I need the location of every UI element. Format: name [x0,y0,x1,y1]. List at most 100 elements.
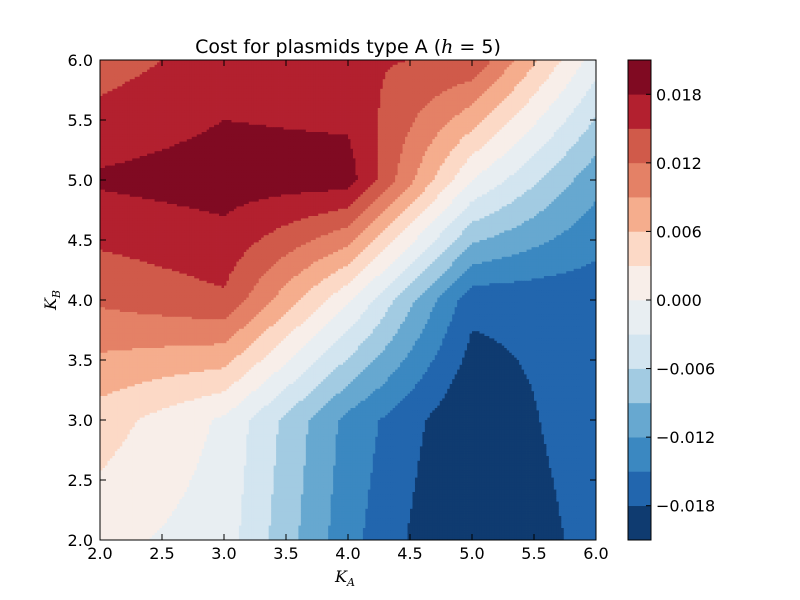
contour-cell [551,74,554,77]
contour-cell [365,72,368,75]
contour-cell [581,65,584,68]
contour-cell [256,86,259,89]
contour-cell [122,67,125,70]
contour-cell [147,79,150,82]
contour-cell [556,67,559,70]
contour-cell [234,89,237,92]
contour-cell [192,82,195,85]
contour-cell [308,84,311,87]
contour-cell [160,72,163,75]
contour-cell [251,82,254,85]
contour-cell [194,89,197,92]
contour-cell [145,86,148,89]
contour-cell [536,91,539,94]
contour-cell [455,67,458,70]
contour-cell [288,79,291,82]
contour-cell [301,74,304,77]
contour-cell [435,72,438,75]
contour-cell [296,77,299,80]
contour-cell [556,91,559,94]
contour-cell [579,84,582,87]
contour-cell [331,62,334,65]
contour-cell [251,62,254,65]
contour-cell [499,79,502,82]
contour-cell [527,65,530,68]
contour-cell [417,89,420,92]
contour-cell [499,62,502,65]
contour-cell [179,82,182,85]
contour-cell [554,77,557,80]
contour-cell [214,86,217,89]
contour-cell [140,82,143,85]
contour-cell [445,86,448,89]
contour-cell [127,82,130,85]
contour-cell [120,84,123,87]
contour-cell [445,84,448,87]
contour-cell [373,91,376,94]
contour-cell [422,74,425,77]
contour-cell [489,79,492,82]
contour-cell [452,77,455,80]
contour-cell [427,72,430,75]
contour-cell [517,74,520,77]
contour-cell [202,79,205,82]
contour-cell [239,62,242,65]
contour-cell [259,74,262,77]
contour-cell [137,91,140,94]
contour-cell [589,77,592,80]
contour-cell [589,82,592,85]
contour-cell [450,86,453,89]
contour-cell [494,91,497,94]
contour-cell [554,62,557,65]
contour-cell [420,77,423,80]
contour-cell [192,67,195,70]
contour-cell [569,86,572,89]
contour-cell [549,67,552,70]
contour-cell [430,84,433,87]
contour-cell [298,65,301,68]
contour-cell [261,77,264,80]
contour-cell [388,72,391,75]
contour-cell [326,74,329,77]
contour-cell [554,91,557,94]
contour-cell [182,84,185,87]
contour-cell [358,77,361,80]
contour-cell [494,65,497,68]
contour-cell [274,91,277,94]
contour-cell [477,91,480,94]
contour-cell [132,62,135,65]
contour-cell [447,62,450,65]
contour-cell [524,89,527,92]
contour-cell [246,70,249,73]
contour-cell [177,86,180,89]
contour-cell [122,65,125,68]
contour-cell [551,82,554,85]
contour-cell [145,77,148,80]
contour-cell [440,70,443,73]
contour-cell [541,82,544,85]
contour-cell [303,67,306,70]
contour-cell [522,70,525,73]
contour-cell [102,62,105,65]
contour-cell [333,82,336,85]
contour-cell [117,89,120,92]
contour-cell [135,91,138,94]
contour-cell [385,62,388,65]
contour-cell [346,74,349,77]
contour-cell [370,86,373,89]
contour-cell [331,86,334,89]
contour-cell [390,67,393,70]
contour-cell [207,77,210,80]
contour-cell [167,79,170,82]
contour-cell [293,62,296,65]
contour-cell [589,62,592,65]
contour-cell [474,84,477,87]
contour-cell [566,65,569,68]
contour-cell [353,79,356,82]
contour-cell [241,65,244,68]
contour-cell [102,77,105,80]
contour-cell [380,74,383,77]
contour-cell [333,89,336,92]
contour-cell [519,65,522,68]
